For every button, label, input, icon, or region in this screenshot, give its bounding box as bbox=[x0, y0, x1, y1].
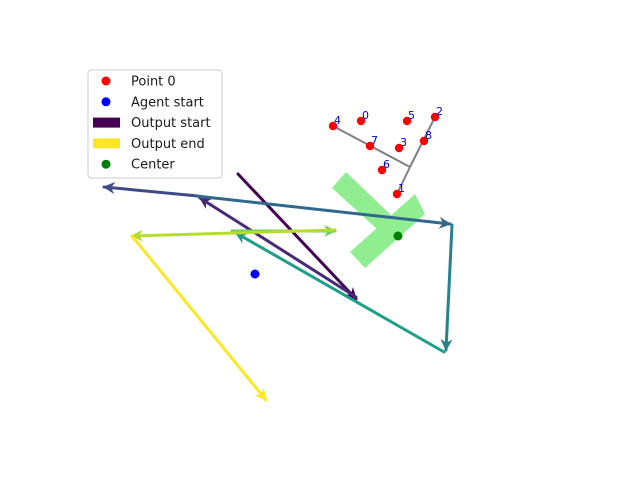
legend-marker-2 bbox=[93, 117, 120, 128]
legend-label-0: Point 0 bbox=[131, 75, 176, 90]
legend-marker-3 bbox=[93, 138, 120, 149]
arrow-4 bbox=[440, 223, 454, 352]
green-region-1 bbox=[332, 172, 394, 230]
legend-label-2: Output start bbox=[131, 116, 211, 131]
legend-marker-1 bbox=[101, 97, 111, 107]
point-2 bbox=[430, 112, 440, 122]
legend-marker-4 bbox=[101, 159, 111, 169]
legend-label-1: Agent start bbox=[131, 95, 204, 110]
points-layer: 0 1 2 3 4 5 67 8 bbox=[250, 105, 443, 279]
point-label-0: 0 bbox=[362, 109, 369, 122]
center-point bbox=[393, 231, 403, 241]
arrow-1 bbox=[198, 196, 358, 299]
arrow-0 bbox=[236, 172, 358, 301]
point-label-7: 7 bbox=[371, 134, 378, 147]
arrow-5 bbox=[234, 231, 446, 354]
arrow-8 bbox=[130, 234, 268, 402]
point-label-2: 2 bbox=[436, 105, 443, 118]
point-8 bbox=[419, 136, 429, 146]
point-label-1: 1 bbox=[398, 182, 405, 195]
legend-label-3: Output end bbox=[131, 137, 205, 152]
legend: Point 0 Agent start Output start Output end… bbox=[87, 69, 223, 179]
point-label-3: 3 bbox=[400, 136, 407, 149]
point-6 bbox=[377, 165, 387, 175]
point-3 bbox=[394, 143, 404, 153]
legend-box bbox=[87, 69, 223, 179]
point-4 bbox=[328, 121, 338, 131]
point-5 bbox=[402, 116, 412, 126]
legend-marker-0 bbox=[101, 76, 111, 86]
skeleton-line-0 bbox=[396, 166, 411, 195]
point-1 bbox=[392, 189, 402, 199]
point-7 bbox=[365, 141, 375, 151]
arrow-7 bbox=[130, 228, 337, 242]
arrows-layer bbox=[102, 172, 454, 402]
arrow-3 bbox=[194, 194, 452, 229]
point-label-4: 4 bbox=[334, 114, 341, 127]
green-region-0 bbox=[350, 194, 425, 268]
point-label-5: 5 bbox=[408, 109, 415, 122]
point-label-8: 8 bbox=[425, 129, 432, 142]
agent-start-point bbox=[250, 269, 260, 279]
point-label-6: 6 bbox=[383, 158, 390, 171]
point-0 bbox=[356, 116, 366, 126]
arrow-2 bbox=[102, 182, 200, 198]
legend-label-4: Center bbox=[131, 158, 175, 173]
